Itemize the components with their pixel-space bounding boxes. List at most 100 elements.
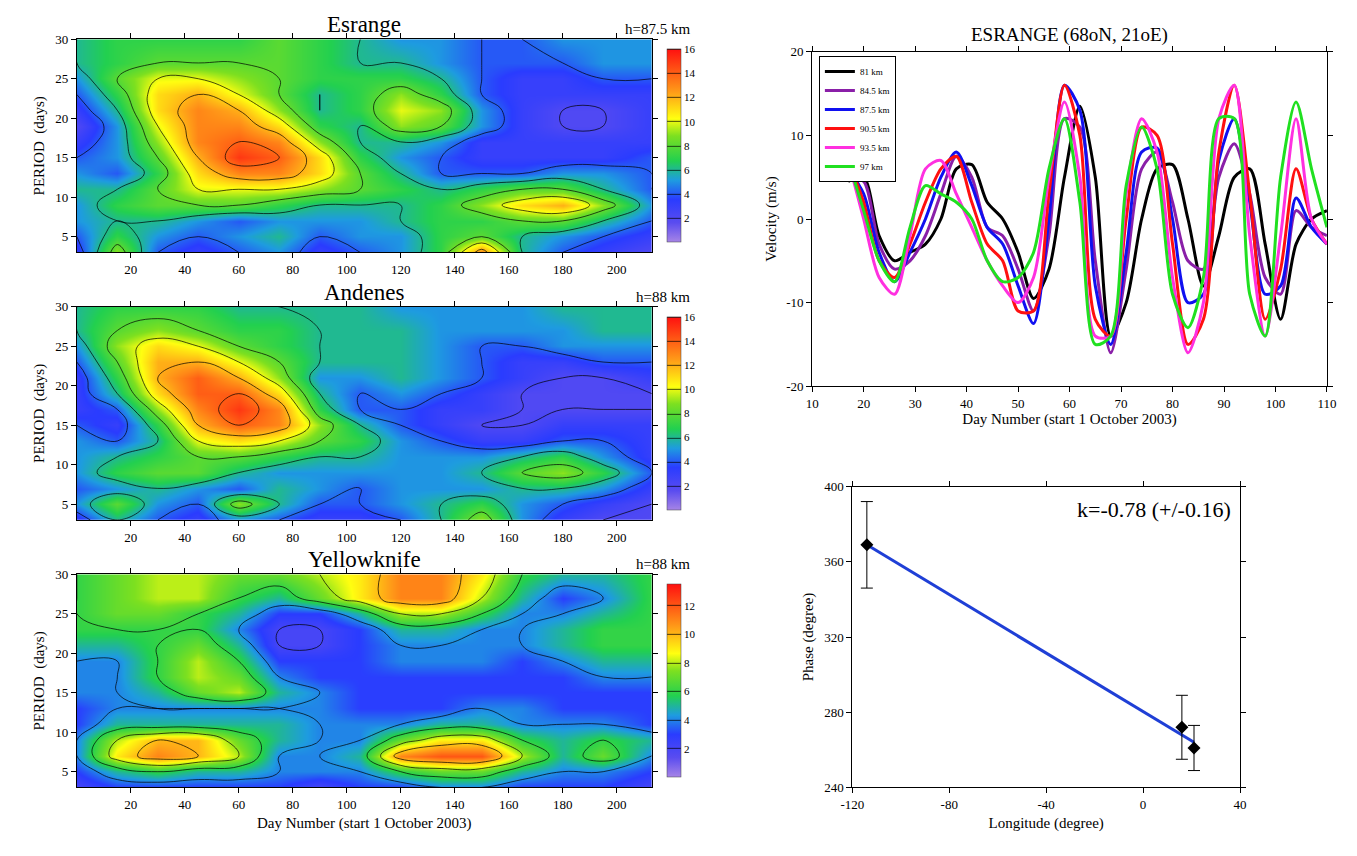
svg-text:80: 80 (286, 262, 299, 277)
svg-text:40: 40 (1234, 797, 1247, 812)
svg-text:2: 2 (684, 480, 690, 492)
svg-text:4: 4 (684, 188, 690, 200)
svg-text:12: 12 (684, 359, 695, 371)
svg-text:8: 8 (684, 407, 690, 419)
svg-text:5: 5 (62, 764, 69, 779)
svg-text:40: 40 (178, 797, 191, 812)
svg-text:160: 160 (499, 262, 518, 277)
svg-text:10: 10 (684, 116, 696, 128)
svg-text:100: 100 (1266, 396, 1286, 411)
svg-text:60: 60 (232, 262, 245, 277)
svg-text:14: 14 (684, 67, 696, 79)
svg-text:200: 200 (607, 797, 627, 812)
svg-text:15: 15 (55, 685, 68, 700)
svg-text:30: 30 (909, 396, 922, 411)
svg-text:280: 280 (824, 705, 844, 720)
svg-text:-40: -40 (1038, 797, 1055, 812)
svg-text:20: 20 (55, 111, 68, 126)
svg-text:PERIOD (days): PERIOD (days) (32, 364, 49, 463)
svg-text:Yellowknife: Yellowknife (308, 547, 421, 572)
svg-text:180: 180 (553, 797, 573, 812)
svg-text:20: 20 (791, 44, 804, 59)
svg-text:40: 40 (178, 262, 191, 277)
svg-text:160: 160 (499, 797, 518, 812)
svg-text:90.5 km: 90.5 km (860, 124, 890, 134)
svg-text:Esrange: Esrange (327, 12, 401, 37)
svg-text:10: 10 (806, 396, 819, 411)
svg-text:2: 2 (684, 743, 690, 755)
svg-text:6: 6 (684, 685, 690, 697)
svg-text:40: 40 (178, 530, 191, 545)
svg-text:10: 10 (55, 725, 68, 740)
svg-text:120: 120 (391, 262, 411, 277)
svg-text:20: 20 (124, 797, 137, 812)
svg-text:140: 140 (445, 262, 465, 277)
svg-text:25: 25 (55, 71, 68, 86)
svg-text:97 km: 97 km (860, 162, 883, 172)
svg-text:10: 10 (684, 628, 696, 640)
svg-text:200: 200 (607, 530, 627, 545)
svg-text:Day Number (start 1 October 20: Day Number (start 1 October 2003) (962, 411, 1177, 428)
svg-text:-10: -10 (786, 295, 803, 310)
svg-text:100: 100 (337, 797, 357, 812)
svg-text:Andenes: Andenes (324, 280, 405, 305)
svg-text:0: 0 (1140, 797, 1147, 812)
svg-text:200: 200 (607, 262, 627, 277)
svg-text:Velocity (m/s): Velocity (m/s) (763, 176, 780, 261)
svg-text:10: 10 (684, 383, 696, 395)
svg-text:k=-0.78 (+/-0.16): k=-0.78 (+/-0.16) (1077, 497, 1231, 522)
svg-text:180: 180 (553, 530, 573, 545)
svg-text:50: 50 (1012, 396, 1025, 411)
svg-text:20: 20 (55, 378, 68, 393)
svg-text:240: 240 (824, 780, 844, 795)
svg-text:14: 14 (684, 335, 696, 347)
svg-text:2: 2 (684, 212, 690, 224)
svg-text:6: 6 (684, 164, 690, 176)
svg-text:80: 80 (286, 530, 299, 545)
svg-text:180: 180 (553, 262, 573, 277)
svg-text:5: 5 (62, 497, 69, 512)
svg-text:320: 320 (824, 630, 844, 645)
svg-text:-120: -120 (840, 797, 864, 812)
svg-text:120: 120 (391, 797, 411, 812)
svg-text:h=87.5 km: h=87.5 km (625, 21, 690, 37)
svg-text:5: 5 (62, 229, 69, 244)
svg-text:93.5 km: 93.5 km (860, 143, 890, 153)
svg-text:30: 30 (55, 567, 68, 582)
svg-text:10: 10 (55, 190, 68, 205)
svg-text:84.5 km: 84.5 km (860, 86, 890, 96)
svg-text:30: 30 (55, 32, 68, 47)
svg-text:10: 10 (55, 457, 68, 472)
svg-text:87.5 km: 87.5 km (860, 105, 890, 115)
svg-text:70: 70 (1115, 396, 1128, 411)
svg-text:80: 80 (286, 797, 299, 812)
svg-text:h=88 km: h=88 km (636, 289, 690, 305)
svg-text:Longitude (degree): Longitude (degree) (988, 815, 1103, 832)
svg-text:12: 12 (684, 91, 695, 103)
svg-text:-20: -20 (786, 379, 803, 394)
svg-text:20: 20 (857, 396, 870, 411)
svg-text:60: 60 (1063, 396, 1076, 411)
svg-text:ESRANGE (68oN, 21oE): ESRANGE (68oN, 21oE) (971, 24, 1168, 46)
svg-text:81 km: 81 km (860, 67, 883, 77)
svg-text:4: 4 (684, 455, 690, 467)
svg-text:h=88 km: h=88 km (636, 556, 690, 572)
svg-text:100: 100 (337, 530, 357, 545)
svg-text:10: 10 (791, 128, 804, 143)
svg-text:110: 110 (1317, 396, 1336, 411)
svg-text:0: 0 (797, 212, 804, 227)
svg-text:-80: -80 (941, 797, 958, 812)
svg-text:20: 20 (124, 262, 137, 277)
svg-text:160: 160 (499, 530, 518, 545)
svg-text:16: 16 (684, 311, 696, 323)
svg-text:60: 60 (232, 797, 245, 812)
svg-text:8: 8 (684, 657, 690, 669)
svg-text:30: 30 (55, 299, 68, 314)
svg-text:15: 15 (55, 150, 68, 165)
svg-text:40: 40 (960, 396, 973, 411)
svg-text:PERIOD (days): PERIOD (days) (32, 96, 49, 195)
svg-text:360: 360 (824, 554, 844, 569)
svg-text:25: 25 (55, 339, 68, 354)
svg-text:20: 20 (124, 530, 137, 545)
svg-text:120: 120 (391, 530, 411, 545)
